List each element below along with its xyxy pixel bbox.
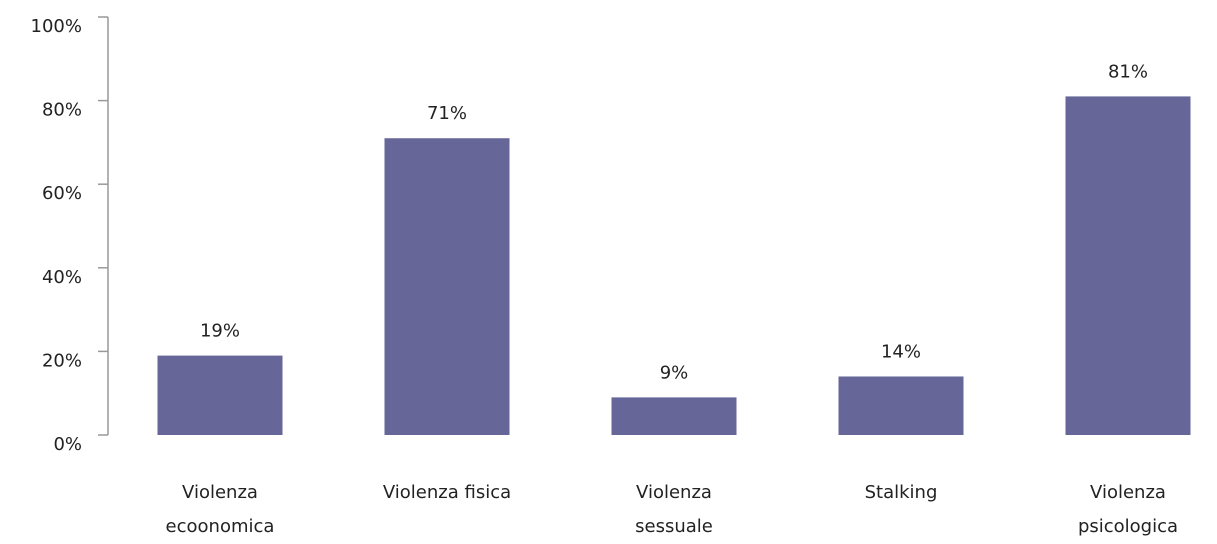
value-label: 71% (427, 103, 467, 124)
y-tick-label: 60% (42, 183, 82, 204)
bar (1065, 96, 1191, 436)
value-label: 19% (200, 321, 240, 342)
value-label: 81% (1108, 61, 1148, 82)
y-tick-label: 0% (53, 434, 82, 455)
bar (384, 138, 510, 435)
y-tick-label: 100% (31, 16, 82, 37)
y-tick-label: 20% (42, 350, 82, 371)
y-tick-label: 80% (42, 100, 82, 121)
value-label: 9% (660, 362, 689, 383)
bar (611, 397, 737, 435)
x-tick-label: Violenza psicologica (1078, 482, 1178, 537)
x-tick-label: Violenza fisica (383, 482, 511, 503)
x-tick-label: Stalking (865, 482, 938, 503)
bar (157, 355, 283, 435)
y-tick-label: 40% (42, 267, 82, 288)
value-label: 14% (881, 341, 921, 362)
bar (838, 376, 964, 435)
x-tick-label: Violenza sessuale (635, 482, 713, 537)
x-tick-label: Violenza ecoonomica (166, 482, 275, 537)
